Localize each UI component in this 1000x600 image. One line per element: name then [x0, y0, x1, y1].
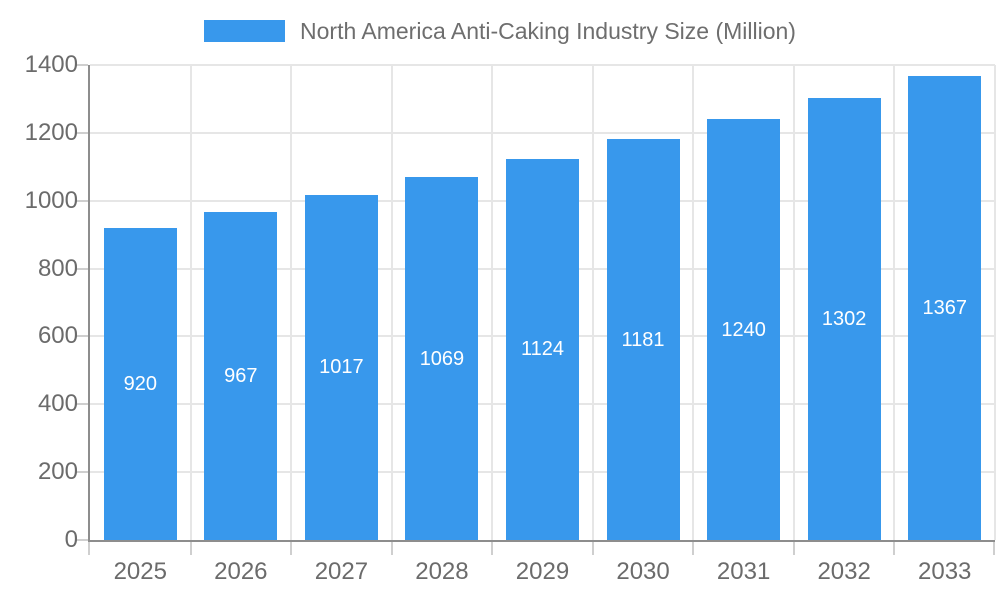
legend-label: North America Anti-Caking Industry Size …: [300, 17, 796, 44]
bar-2031[interactable]: [707, 119, 781, 540]
x-axis-label: 2028: [415, 558, 469, 585]
y-axis-tick: [76, 267, 88, 270]
plot-area: 0 200 400 600 800 1000 1200 1400 920 2025 967 2026 1…: [25, 51, 996, 585]
x-axis-tick: [592, 542, 594, 555]
bar-2033[interactable]: [908, 76, 982, 540]
x-axis-label: 2029: [515, 558, 570, 585]
x-gridline: [692, 65, 694, 540]
bar-value-label: 1181: [621, 328, 665, 351]
y-gridline: [90, 64, 995, 66]
x-axis-tick: [893, 542, 895, 555]
y-axis-label: 800: [37, 254, 78, 282]
x-gridline: [391, 65, 393, 540]
y-axis-tick: [76, 131, 88, 134]
bar-2026[interactable]: [204, 211, 278, 540]
bar-value-label: 1367: [922, 297, 967, 320]
bar-value-label: 1069: [419, 347, 465, 370]
bar-2029[interactable]: [506, 158, 579, 540]
bar-2032[interactable]: [807, 98, 881, 540]
x-axis-label: 2026: [214, 558, 268, 585]
y-axis-label: 1000: [24, 186, 78, 214]
x-gridline: [190, 65, 192, 540]
x-axis-label: 2027: [314, 558, 369, 585]
x-axis-tick: [290, 542, 292, 555]
x-axis-tick: [491, 542, 493, 555]
y-axis-label: 1400: [24, 51, 78, 78]
bar-value-label: 1124: [520, 338, 564, 361]
y-gridline: [90, 131, 995, 134]
x-axis-tick: [190, 542, 192, 555]
y-axis-tick: [76, 403, 88, 406]
y-axis-label: 600: [37, 322, 78, 350]
x-gridline: [491, 65, 493, 540]
bar-2028[interactable]: [405, 177, 479, 540]
bar-value-label: 1017: [319, 356, 364, 379]
x-axis-label: 2031: [716, 558, 771, 585]
x-axis-tick: [793, 542, 795, 555]
x-axis-tick: [391, 542, 393, 555]
bar-value-label: 967: [224, 364, 258, 387]
y-axis-tick: [76, 335, 88, 338]
y-axis-tick: [76, 539, 88, 541]
x-axis-label: 2033: [918, 558, 972, 585]
bar-2027[interactable]: [304, 194, 378, 540]
x-axis-tick: [993, 542, 995, 555]
y-axis-tick: [76, 471, 88, 474]
y-axis-tick: [76, 64, 88, 66]
x-gridline: [793, 65, 795, 540]
bar-2030[interactable]: [606, 139, 680, 540]
bar-value-label: 1302: [821, 308, 867, 331]
legend: North America Anti-Caking Industry Size …: [0, 17, 1000, 44]
y-axis-label: 1200: [24, 118, 78, 146]
y-axis-label: 0: [64, 526, 78, 553]
x-axis-label: 2032: [817, 558, 871, 585]
bar-2025[interactable]: [103, 227, 177, 540]
legend-swatch: [204, 20, 286, 42]
x-axis-tick: [88, 542, 90, 555]
x-gridline: [994, 65, 996, 540]
y-axis-tick: [76, 199, 88, 202]
bar-value-label: 1240: [721, 318, 766, 341]
x-gridline: [592, 65, 594, 540]
x-axis-label: 2030: [616, 558, 670, 585]
y-axis-label: 400: [37, 390, 78, 418]
x-gridline: [893, 65, 895, 540]
x-axis-label: 2025: [113, 558, 167, 585]
x-axis-tick: [692, 542, 694, 555]
y-axis-label: 200: [37, 458, 78, 486]
x-gridline: [290, 65, 292, 540]
bar-value-label: 920: [123, 372, 157, 395]
